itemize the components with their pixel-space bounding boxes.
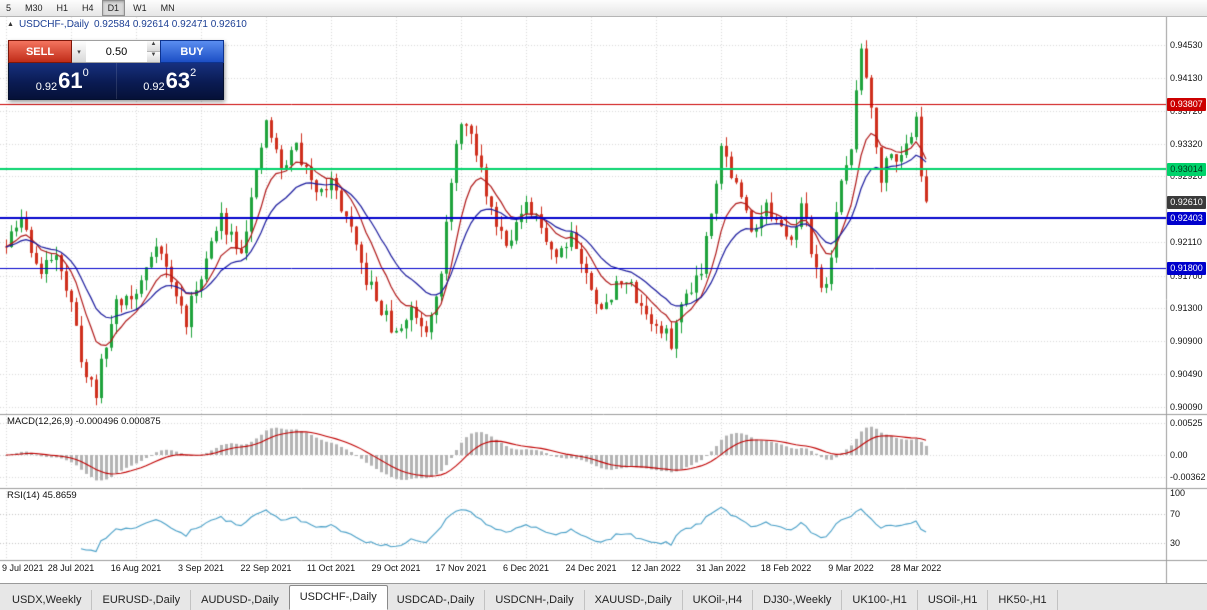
- date-axis-label: 17 Nov 2021: [435, 563, 487, 573]
- chevron-down-icon: ▾: [77, 48, 81, 56]
- chart-title: ▲ USDCHF-,Daily 0.92584 0.92614 0.92471 …: [7, 19, 247, 30]
- buy-button[interactable]: BUY: [160, 40, 224, 63]
- volume-spinner: ▲ ▼: [147, 40, 160, 63]
- sell-price-display[interactable]: 0.92 61 0: [9, 63, 116, 99]
- rsi-indicator-label: RSI(14) 45.8659: [7, 490, 77, 501]
- volume-dropdown-button[interactable]: ▾: [72, 40, 86, 63]
- chart-tab-usdchf-daily[interactable]: USDCHF-,Daily: [288, 585, 388, 610]
- chart-ohlc-values: 0.92584 0.92614 0.92471 0.92610: [93, 19, 247, 30]
- volume-input[interactable]: 0.50: [86, 40, 147, 63]
- macd-axis-label: -0.00362: [1170, 472, 1206, 482]
- buy-price-display[interactable]: 0.92 63 2: [115, 63, 224, 99]
- date-axis-label: 22 Sep 2021: [240, 563, 292, 573]
- chart-tab-dj30-weekly[interactable]: DJ30-,Weekly: [753, 590, 843, 610]
- date-axis-label: 12 Jan 2022: [631, 563, 681, 573]
- timeframe-button-w1[interactable]: W1: [133, 3, 147, 13]
- rsi-axis-label: 100: [1170, 488, 1186, 498]
- sell-price-big-digits: 61: [58, 68, 83, 93]
- chart-tabs-bar: USDX,Weekly EURUSD-,Daily AUDUSD-,Daily USD…: [0, 583, 1207, 610]
- timeframe-button-h4[interactable]: H4: [82, 3, 94, 13]
- macd-axis-label: 0.00525: [1170, 418, 1203, 428]
- price-axis-label: 0.90490: [1170, 369, 1203, 379]
- timeframe-button-d1[interactable]: D1: [101, 0, 126, 16]
- date-axis-label: 9 Jul 2021: [2, 563, 44, 573]
- date-axis-label: 24 Dec 2021: [565, 563, 617, 573]
- date-axis-label: 6 Dec 2021: [502, 563, 550, 573]
- chart-tab-ukoil-h4[interactable]: UKOil-,H4: [683, 590, 754, 610]
- sell-price-pipette: 0: [82, 67, 89, 79]
- date-axis-label: 9 Mar 2022: [828, 563, 874, 573]
- rsi-axis-label: 70: [1170, 509, 1181, 519]
- price-axis-label: 0.90090: [1170, 402, 1203, 412]
- price-level-box: 0.91800: [1167, 262, 1206, 275]
- price-axis-label: 0.92920: [1170, 171, 1203, 181]
- price-axis-label: 0.91300: [1170, 303, 1203, 313]
- price-axis-label: 0.93720: [1170, 106, 1203, 116]
- date-axis-label: 31 Jan 2022: [696, 563, 746, 573]
- chart-tab-hk50-h1[interactable]: HK50-,H1: [988, 590, 1058, 610]
- chart-tab-xauusd-daily[interactable]: XAUUSD-,Daily: [585, 590, 683, 610]
- date-axis-label: 28 Mar 2022: [890, 563, 942, 573]
- chart-tab-usdcnh-daily[interactable]: USDCNH-,Daily: [485, 590, 585, 610]
- one-click-trading-panel: SELL ▾ 0.50 ▲ ▼ BUY 0.92 61 0 0.92 63 2: [8, 40, 224, 100]
- buy-price-big-digits: 63: [165, 68, 191, 93]
- chart-tab-audusd-daily[interactable]: AUDUSD-,Daily: [191, 590, 290, 610]
- chart-tab-uk100-h1[interactable]: UK100-,H1: [842, 590, 918, 610]
- chart-tab-usdx-weekly[interactable]: USDX,Weekly: [2, 590, 93, 610]
- macd-indicator-label: MACD(12,26,9) -0.000496 0.000875: [7, 416, 161, 427]
- timeframe-toolbar: 5 M30 H1 H4 D1 W1 MN: [0, 0, 1207, 17]
- chart-symbol-period: USDCHF-,Daily: [18, 19, 89, 30]
- timeframe-button-mn[interactable]: MN: [160, 3, 175, 13]
- timeframe-button-5[interactable]: 5: [6, 3, 12, 13]
- sell-price-prefix: 0.92: [35, 81, 58, 93]
- chart-tab-usoil-h1[interactable]: USOil-,H1: [918, 590, 989, 610]
- price-axis-label: 0.94130: [1170, 73, 1203, 83]
- date-axis-label: 28 Jul 2021: [47, 563, 95, 573]
- price-level-box: 0.93014: [1167, 163, 1206, 176]
- chart-marker-icon: ▲: [7, 21, 14, 28]
- date-axis-label: 16 Aug 2021: [110, 563, 162, 573]
- price-axis-label: 0.90900: [1170, 336, 1203, 346]
- volume-increase-button[interactable]: ▲: [147, 41, 160, 52]
- volume-decrease-button[interactable]: ▼: [147, 52, 160, 62]
- date-axis-label: 3 Sep 2021: [177, 563, 225, 573]
- chart-tab-usdcad-daily[interactable]: USDCAD-,Daily: [387, 590, 486, 610]
- date-axis-label: 18 Feb 2022: [760, 563, 812, 573]
- price-axis-label: 0.91700: [1170, 271, 1203, 281]
- buy-price-pipette: 2: [190, 67, 197, 79]
- date-axis-label: 29 Oct 2021: [371, 563, 421, 573]
- date-axis-label: 11 Oct 2021: [306, 563, 356, 573]
- chart-tab-eurusd-daily[interactable]: EURUSD-,Daily: [92, 590, 192, 610]
- price-level-box: 0.92403: [1167, 212, 1206, 225]
- rsi-axis-label: 30: [1170, 538, 1181, 548]
- timeframe-button-h1[interactable]: H1: [56, 3, 69, 13]
- sell-button[interactable]: SELL: [8, 40, 72, 63]
- macd-axis-label: 0.00: [1170, 450, 1188, 460]
- price-axis-label: 0.92110: [1170, 237, 1202, 247]
- price-level-box: 0.93807: [1167, 98, 1206, 111]
- buy-price-prefix: 0.92: [143, 81, 165, 93]
- timeframe-button-m30[interactable]: M30: [25, 3, 43, 13]
- price-axis-label: 0.94530: [1170, 40, 1203, 50]
- price-axis-label: 0.93320: [1170, 139, 1203, 149]
- price-level-box: 0.92610: [1167, 196, 1206, 209]
